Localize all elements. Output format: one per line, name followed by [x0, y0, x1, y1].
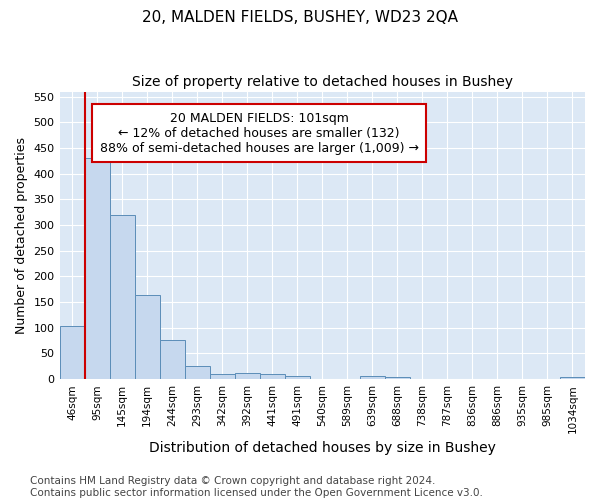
Bar	[160, 340, 185, 379]
Bar	[385, 376, 410, 379]
Bar	[235, 372, 260, 379]
Bar	[360, 376, 385, 379]
Bar	[209, 374, 235, 379]
Bar	[134, 296, 160, 379]
Text: 20 MALDEN FIELDS: 101sqm
← 12% of detached houses are smaller (132)
88% of semi-: 20 MALDEN FIELDS: 101sqm ← 12% of detach…	[100, 112, 419, 154]
X-axis label: Distribution of detached houses by size in Bushey: Distribution of detached houses by size …	[149, 441, 496, 455]
Text: 20, MALDEN FIELDS, BUSHEY, WD23 2QA: 20, MALDEN FIELDS, BUSHEY, WD23 2QA	[142, 10, 458, 25]
Y-axis label: Number of detached properties: Number of detached properties	[15, 137, 28, 334]
Title: Size of property relative to detached houses in Bushey: Size of property relative to detached ho…	[132, 75, 513, 89]
Bar	[185, 366, 209, 379]
Text: Contains HM Land Registry data © Crown copyright and database right 2024.
Contai: Contains HM Land Registry data © Crown c…	[30, 476, 483, 498]
Bar	[59, 326, 85, 379]
Bar	[110, 215, 134, 379]
Bar	[260, 374, 285, 379]
Bar	[85, 158, 110, 379]
Bar	[285, 376, 310, 379]
Bar	[560, 376, 585, 379]
